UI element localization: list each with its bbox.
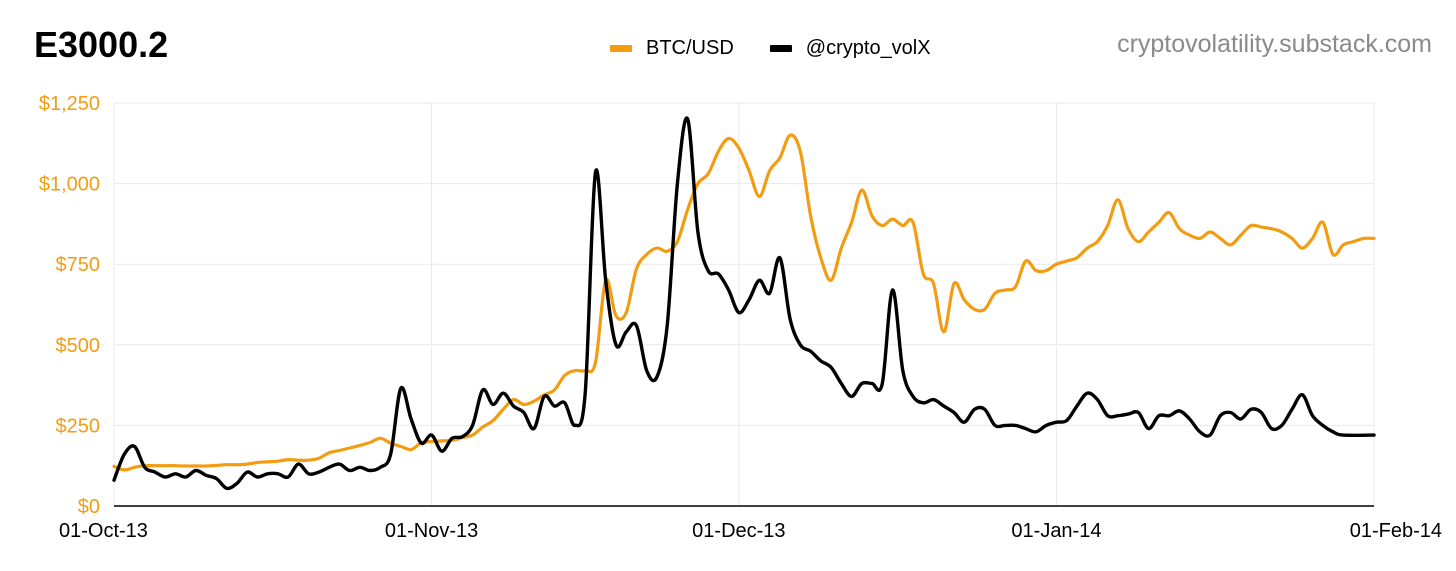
legend-label-vol: @crypto_volX [805,37,931,59]
x-tick-label: 01-Oct-13 [59,520,148,542]
y-tick-label: $0 [78,496,100,518]
legend-item-vol: @crypto_volX [769,37,931,60]
x-axis-ticks: 01-Oct-13 01-Nov-13 01-Dec-13 01-Jan-14 01-F… [59,520,1442,542]
y-tick-label: $1,000 [39,174,100,196]
legend-swatch-vol [769,45,792,52]
y-tick-label: $750 [56,254,101,276]
x-tick-label: 01-Nov-13 [385,520,478,542]
legend: BTC/USD @crypto_volX [610,37,967,60]
series-line-crypto-volx [112,116,1376,491]
y-tick-label: $500 [56,335,101,357]
series-lines [112,116,1376,491]
x-tick-label: 01-Feb-14 [1350,520,1442,542]
chart-title: E3000.2 [34,24,169,65]
grid [113,102,1375,506]
legend-swatch-btc [610,45,632,52]
legend-label-btc: BTC/USD [646,37,734,59]
y-tick-label: $250 [56,415,101,437]
series-line-btc-usd [112,133,1376,472]
y-axis-ticks: $0 $250 $500 $750 $1,000 $1,250 [39,93,100,518]
legend-item-btc: BTC/USD [610,37,734,60]
x-tick-label: 01-Jan-14 [1011,520,1101,542]
y-tick-label: $1,250 [39,93,100,115]
source-credit: cryptovolatility.substack.com [1117,30,1432,58]
x-tick-label: 01-Dec-13 [692,520,785,542]
